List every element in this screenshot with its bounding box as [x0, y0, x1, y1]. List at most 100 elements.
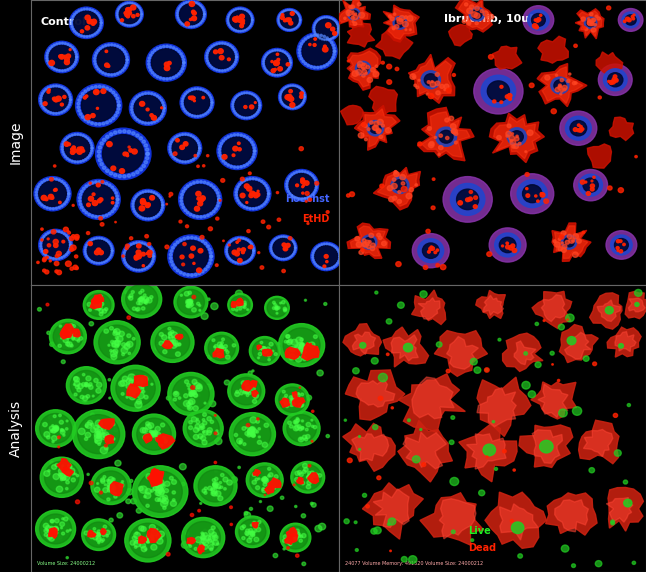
- Circle shape: [315, 187, 317, 189]
- Circle shape: [147, 190, 150, 192]
- Circle shape: [565, 116, 591, 140]
- Circle shape: [236, 134, 239, 136]
- Circle shape: [71, 478, 76, 482]
- Circle shape: [89, 240, 90, 242]
- Circle shape: [328, 268, 330, 269]
- Circle shape: [240, 8, 242, 10]
- Circle shape: [142, 299, 147, 303]
- Circle shape: [52, 85, 54, 87]
- Circle shape: [307, 475, 310, 479]
- Circle shape: [167, 343, 172, 348]
- Circle shape: [128, 146, 130, 148]
- Circle shape: [304, 96, 306, 98]
- Circle shape: [450, 184, 485, 215]
- Circle shape: [367, 121, 384, 136]
- Circle shape: [58, 336, 65, 343]
- Circle shape: [189, 114, 191, 116]
- Circle shape: [96, 90, 99, 93]
- Circle shape: [88, 183, 90, 185]
- Circle shape: [567, 336, 576, 345]
- Text: Dead: Dead: [468, 543, 495, 553]
- Circle shape: [263, 63, 264, 65]
- Circle shape: [635, 303, 639, 307]
- Circle shape: [151, 49, 182, 77]
- Circle shape: [324, 39, 326, 41]
- Polygon shape: [417, 108, 474, 161]
- Circle shape: [144, 300, 147, 303]
- Circle shape: [70, 248, 74, 251]
- Circle shape: [284, 72, 286, 74]
- Circle shape: [96, 66, 98, 67]
- Circle shape: [119, 331, 125, 336]
- Circle shape: [146, 541, 149, 543]
- Circle shape: [102, 215, 105, 218]
- Circle shape: [266, 478, 268, 480]
- Circle shape: [401, 186, 407, 192]
- Circle shape: [46, 303, 49, 306]
- Circle shape: [261, 347, 266, 351]
- Circle shape: [293, 172, 295, 174]
- Circle shape: [300, 427, 304, 430]
- Circle shape: [252, 208, 255, 210]
- Circle shape: [266, 347, 270, 351]
- Circle shape: [198, 147, 201, 149]
- Circle shape: [190, 160, 192, 162]
- Circle shape: [180, 87, 214, 118]
- Circle shape: [233, 49, 235, 50]
- Circle shape: [249, 336, 280, 366]
- Circle shape: [82, 397, 87, 402]
- Circle shape: [295, 249, 296, 251]
- Circle shape: [253, 339, 277, 363]
- Circle shape: [72, 15, 74, 17]
- Circle shape: [219, 347, 224, 351]
- Circle shape: [62, 477, 66, 480]
- Circle shape: [525, 173, 529, 176]
- Circle shape: [263, 478, 267, 482]
- Circle shape: [201, 532, 203, 534]
- Circle shape: [86, 395, 90, 398]
- Circle shape: [295, 27, 297, 29]
- Circle shape: [219, 348, 221, 350]
- Circle shape: [267, 193, 270, 194]
- Circle shape: [608, 186, 612, 190]
- Circle shape: [145, 122, 147, 124]
- Circle shape: [158, 194, 160, 197]
- Circle shape: [123, 152, 127, 156]
- Circle shape: [68, 193, 70, 194]
- Circle shape: [267, 299, 287, 317]
- Circle shape: [505, 95, 509, 98]
- Circle shape: [89, 140, 90, 142]
- Circle shape: [106, 439, 110, 443]
- Circle shape: [169, 144, 171, 145]
- Circle shape: [236, 56, 238, 58]
- Circle shape: [123, 51, 126, 53]
- Polygon shape: [134, 375, 147, 387]
- Circle shape: [90, 86, 94, 89]
- Circle shape: [289, 396, 293, 399]
- Circle shape: [41, 251, 43, 252]
- Circle shape: [35, 177, 70, 210]
- Circle shape: [151, 383, 153, 386]
- Circle shape: [169, 151, 171, 153]
- Circle shape: [71, 472, 74, 475]
- Circle shape: [236, 16, 238, 18]
- Circle shape: [258, 102, 260, 104]
- Circle shape: [311, 243, 341, 270]
- Circle shape: [83, 35, 85, 37]
- Circle shape: [274, 475, 278, 478]
- Circle shape: [110, 74, 113, 76]
- Circle shape: [72, 324, 76, 328]
- Circle shape: [408, 555, 417, 563]
- Circle shape: [231, 259, 232, 261]
- Circle shape: [287, 85, 289, 87]
- Circle shape: [164, 488, 169, 492]
- Circle shape: [89, 35, 91, 37]
- Circle shape: [62, 240, 65, 243]
- Polygon shape: [139, 536, 147, 543]
- Circle shape: [318, 474, 322, 477]
- Circle shape: [236, 438, 243, 444]
- Circle shape: [136, 170, 139, 174]
- Circle shape: [276, 53, 278, 55]
- Circle shape: [275, 308, 278, 311]
- Circle shape: [90, 142, 92, 144]
